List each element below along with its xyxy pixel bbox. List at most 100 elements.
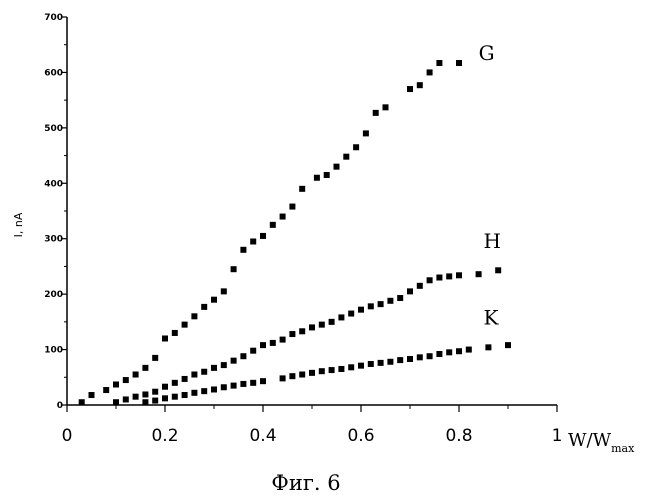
data-point — [191, 372, 197, 378]
data-point — [211, 297, 217, 303]
data-point — [299, 328, 305, 334]
data-point — [417, 82, 423, 88]
data-point — [407, 288, 413, 294]
data-point — [446, 349, 452, 355]
data-point — [89, 392, 95, 398]
y-tick-label: 300 — [44, 235, 63, 245]
data-point — [378, 301, 384, 307]
data-points — [79, 60, 511, 405]
data-point — [368, 303, 374, 309]
x-axis-label-subscript: max — [611, 442, 635, 455]
x-ticks: 00.20.40.60.81 — [62, 405, 563, 446]
data-point — [289, 204, 295, 210]
data-point — [113, 399, 119, 405]
y-tick-label: 600 — [44, 68, 63, 78]
data-point — [397, 357, 403, 363]
data-point — [260, 233, 266, 239]
data-point — [221, 288, 227, 294]
data-point — [436, 351, 442, 357]
data-point — [133, 394, 139, 400]
data-point — [260, 342, 266, 348]
data-point — [309, 370, 315, 376]
x-tick-label: 0.6 — [347, 426, 374, 446]
chart-canvas: 0100200300400500600700 00.20.40.60.81 GH… — [0, 0, 670, 500]
data-point — [324, 172, 330, 178]
data-point — [172, 330, 178, 336]
data-point — [485, 344, 491, 350]
data-point — [172, 394, 178, 400]
data-point — [436, 275, 442, 281]
data-point — [417, 354, 423, 360]
x-tick-label: 1 — [552, 426, 563, 446]
data-point — [358, 307, 364, 313]
data-point — [334, 164, 340, 170]
data-point — [319, 322, 325, 328]
data-point — [348, 311, 354, 317]
data-point — [201, 304, 207, 310]
data-point — [182, 322, 188, 328]
data-point — [123, 377, 129, 383]
data-point — [103, 387, 109, 393]
data-point — [387, 298, 393, 304]
x-tick-label: 0.4 — [249, 426, 276, 446]
y-axis-label: I, nA — [12, 212, 25, 237]
data-point — [427, 277, 433, 283]
data-point — [299, 372, 305, 378]
data-point — [211, 365, 217, 371]
y-tick-label: 200 — [44, 290, 63, 300]
data-point — [436, 60, 442, 66]
data-point — [260, 378, 266, 384]
series-g — [79, 60, 462, 405]
series-h — [113, 267, 501, 405]
data-point — [378, 360, 384, 366]
series-labels: GHK — [479, 41, 501, 329]
data-point — [407, 356, 413, 362]
data-point — [495, 267, 501, 273]
x-axis-label-main: W/W — [568, 430, 612, 451]
data-point — [456, 60, 462, 66]
data-point — [427, 69, 433, 75]
data-point — [231, 266, 237, 272]
data-point — [407, 86, 413, 92]
data-point — [280, 337, 286, 343]
data-point — [162, 395, 168, 401]
data-point — [338, 314, 344, 320]
figure-caption: Фиг. 6 — [271, 471, 340, 495]
data-point — [329, 367, 335, 373]
data-point — [314, 175, 320, 181]
data-point — [329, 319, 335, 325]
y-tick-label: 100 — [44, 346, 63, 356]
data-point — [289, 331, 295, 337]
data-point — [152, 398, 158, 404]
axes — [67, 17, 557, 405]
data-point — [353, 144, 359, 150]
data-point — [191, 390, 197, 396]
series-k — [142, 342, 511, 405]
data-point — [240, 381, 246, 387]
data-point — [427, 353, 433, 359]
data-point — [182, 376, 188, 382]
data-point — [289, 373, 295, 379]
data-point — [348, 364, 354, 370]
data-point — [240, 247, 246, 253]
data-point — [446, 273, 452, 279]
data-point — [152, 355, 158, 361]
data-point — [280, 375, 286, 381]
x-tick-label: 0.2 — [151, 426, 178, 446]
data-point — [113, 381, 119, 387]
y-tick-label: 400 — [44, 179, 63, 189]
series-label-g: G — [479, 41, 495, 65]
data-point — [338, 366, 344, 372]
data-point — [162, 335, 168, 341]
x-axis-label: W/Wmax — [568, 430, 635, 455]
data-point — [397, 295, 403, 301]
data-point — [456, 348, 462, 354]
data-point — [250, 380, 256, 386]
data-point — [343, 154, 349, 160]
series-label-k: K — [484, 306, 500, 330]
data-point — [417, 283, 423, 289]
data-point — [240, 353, 246, 359]
data-point — [476, 271, 482, 277]
data-point — [142, 365, 148, 371]
data-point — [79, 399, 85, 405]
